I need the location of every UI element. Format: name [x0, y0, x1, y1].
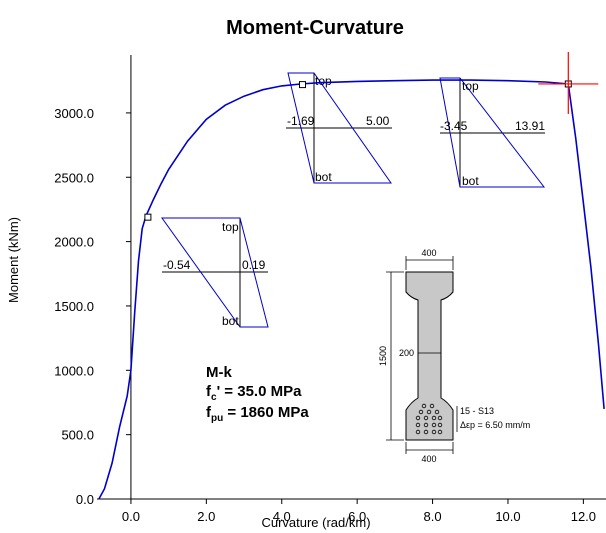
tendon-dot — [421, 403, 427, 409]
tendon-dot — [437, 429, 443, 435]
tick-labels: 0.0 2.0 4.0 6.0 8.0 10.0 12.0 0.0 500.0 1000.0 150… — [54, 106, 596, 524]
tendon-dot — [423, 429, 429, 435]
tendon-dot — [418, 409, 424, 415]
strain-3-right-value: 13.91 — [515, 119, 545, 133]
section-info: M-k fc' = 35.0 MPa fpu = 1860 MPa — [206, 364, 309, 424]
tendon-dot — [426, 409, 432, 415]
x-tick-label: 0.0 — [122, 509, 140, 524]
y-axis-label: Moment (kNm) — [6, 217, 21, 303]
strain-2-right-value: 5.00 — [366, 114, 390, 128]
prestrain-label: Δεp = 6.50 mm/m — [460, 420, 530, 430]
x-tick-label: 10.0 — [495, 509, 520, 524]
i-beam-section — [405, 271, 454, 441]
x-tick-label: 12.0 — [571, 509, 596, 524]
strain-3-top-label: top — [462, 79, 479, 93]
state-marker — [298, 81, 306, 89]
tendon-dot — [423, 422, 429, 428]
x-tick-label: 2.0 — [197, 509, 215, 524]
tendon-label: 15 - S13 — [460, 406, 494, 416]
crosshair — [538, 51, 599, 114]
tendon-dot — [434, 409, 440, 415]
web-width-label: 200 — [399, 348, 414, 358]
strain-diagram-2: top bot -1.69 5.00 — [286, 72, 392, 184]
tendon-dots — [415, 403, 443, 435]
tendon-dot — [431, 422, 437, 428]
bottom-width-label: 400 — [421, 454, 436, 464]
moment-curvature-line — [98, 79, 605, 500]
x-tick-label: 4.0 — [273, 509, 291, 524]
tendon-dot — [415, 422, 421, 428]
tendon-dot — [415, 429, 421, 435]
strain-3-bot-label: bot — [462, 174, 479, 188]
y-tick-label: 2000.0 — [54, 235, 94, 250]
tendon-dot — [437, 415, 443, 421]
x-tick-label: 8.0 — [424, 509, 442, 524]
y-tick-label: 1500.0 — [54, 299, 94, 314]
section-name: M-k — [206, 364, 232, 381]
y-tick-label: 3000.0 — [54, 106, 94, 121]
state-marker — [144, 213, 152, 221]
tendon-dot — [429, 403, 435, 409]
strain-2-left-value: -1.69 — [287, 114, 315, 128]
x-tick-label: 6.0 — [348, 509, 366, 524]
fc-label: fc' = 35.0 MPa — [206, 383, 302, 403]
strain-2-bot-label: bot — [315, 170, 332, 184]
strain-3-left-value: -3.45 — [440, 119, 468, 133]
markers-group — [144, 80, 572, 221]
tendon-dot — [437, 422, 443, 428]
tendon-dot — [431, 415, 437, 421]
strain-2-top-label: top — [315, 74, 332, 88]
strain-diagram-3: top bot -3.45 13.91 — [439, 77, 545, 188]
curve-group — [98, 79, 605, 500]
cross-section: 400 400 1500 200 15 - S13 Δεp = 6.50 mm/… — [378, 248, 530, 464]
chart-title: Moment-Curvature — [226, 17, 404, 39]
strain-diagram-1: top bot -0.54 0.19 — [161, 217, 269, 328]
y-tick-label: 1000.0 — [54, 363, 94, 378]
y-tick-label: 2500.0 — [54, 170, 94, 185]
tendon-dot — [423, 415, 429, 421]
strain-1-bot-label: bot — [222, 314, 239, 328]
strain-1-left-value: -0.54 — [163, 258, 191, 272]
strain-1-right-value: 0.19 — [242, 258, 266, 272]
height-label: 1500 — [378, 346, 388, 366]
y-tick-label: 500.0 — [61, 428, 94, 443]
top-width-label: 400 — [421, 248, 436, 258]
x-axis-label: Curvature (rad/km) — [261, 515, 370, 530]
y-tick-label: 0.0 — [76, 492, 94, 507]
tendon-dot — [431, 429, 437, 435]
strain-1-top-label: top — [222, 220, 239, 234]
axes — [97, 55, 606, 504]
fpu-label: fpu = 1860 MPa — [206, 404, 309, 424]
tendon-dot — [415, 415, 421, 421]
